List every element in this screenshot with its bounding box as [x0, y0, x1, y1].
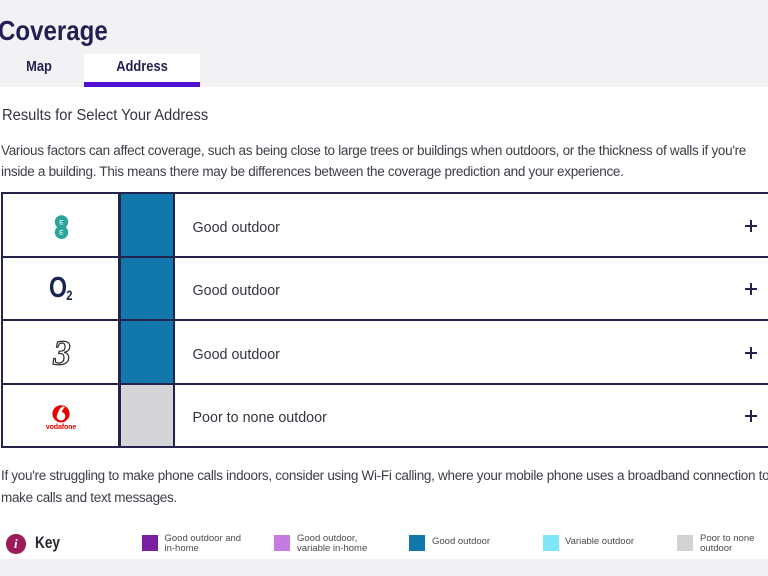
svg-text:3: 3 — [52, 335, 71, 371]
svg-text:E: E — [59, 219, 64, 226]
svg-text:vodafone: vodafone — [46, 424, 77, 431]
svg-text:E: E — [59, 229, 64, 236]
